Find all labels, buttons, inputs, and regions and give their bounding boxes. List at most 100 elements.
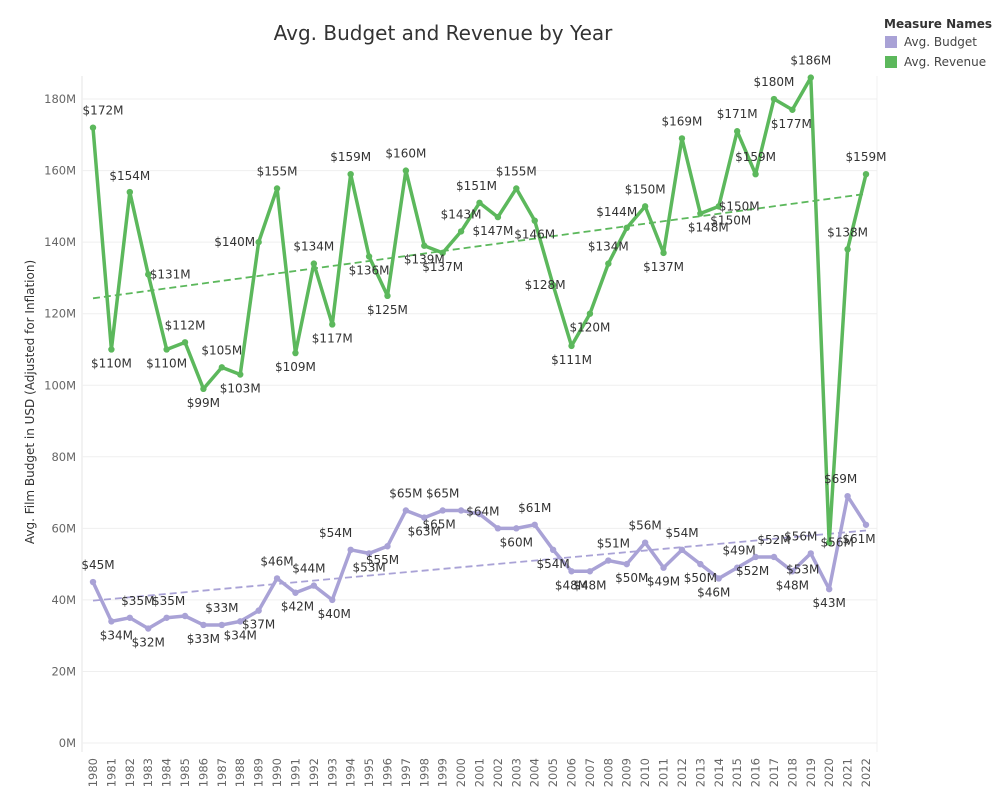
x-tick-label: 2006 (565, 758, 579, 787)
x-tick-label: 1987 (215, 758, 229, 787)
y-tick-label: 160M (44, 164, 76, 178)
y-tick-label: 20M (51, 664, 76, 678)
data-point-revenue (660, 249, 667, 257)
data-label-budget: $49M (723, 544, 756, 558)
data-label-revenue: $117M (312, 331, 353, 345)
data-point-budget (421, 514, 428, 521)
x-tick-label: 1986 (196, 758, 210, 787)
data-point-revenue (292, 349, 299, 357)
data-label-revenue: $109M (275, 360, 316, 374)
x-tick-label: 1996 (380, 758, 394, 787)
data-label-budget: $54M (319, 526, 352, 540)
data-point-budget (697, 560, 704, 568)
x-tick-label: 2002 (491, 758, 505, 787)
data-label-revenue: $137M (422, 260, 463, 274)
data-label-budget: $42M (281, 600, 314, 614)
data-label-revenue: $159M (735, 150, 776, 164)
data-label-budget: $49M (647, 575, 680, 589)
series-line-revenue (91, 75, 868, 545)
data-point-budget (273, 575, 281, 582)
legend-swatch-revenue (885, 56, 897, 68)
data-point-revenue (605, 260, 612, 267)
x-tick-label: 2012 (675, 758, 689, 787)
data-label-revenue: $186M (790, 54, 831, 68)
data-label-revenue: $99M (187, 396, 220, 410)
data-point-budget (660, 564, 667, 571)
data-point-budget (752, 553, 759, 561)
data-point-budget (439, 507, 446, 514)
data-label-revenue: $110M (146, 356, 187, 370)
data-label-budget: $34M (100, 628, 133, 642)
data-label-revenue: $150M (710, 213, 751, 227)
data-label-budget-extra: $56M (784, 530, 817, 544)
data-label-budget: $61M (842, 532, 875, 546)
data-point-budget (825, 585, 833, 593)
data-label-budget: $35M (121, 594, 154, 608)
data-label-budget: $46M (260, 554, 293, 568)
data-point-revenue (237, 371, 244, 378)
data-point-revenue (586, 310, 594, 317)
data-point-revenue (549, 281, 557, 289)
grid (81, 76, 878, 752)
data-point-budget (641, 539, 649, 546)
y-tick-label: 140M (44, 235, 76, 249)
data-point-budget (789, 568, 796, 575)
x-tick-label: 2003 (509, 758, 523, 787)
data-point-revenue (752, 170, 759, 178)
data-point-budget (586, 568, 594, 575)
data-label-revenue: $140M (214, 235, 255, 249)
data-point-revenue (108, 346, 115, 353)
data-label-revenue: $150M (625, 182, 666, 196)
data-point-budget (807, 550, 814, 557)
data-point-budget (494, 525, 502, 532)
data-point-revenue (623, 224, 630, 232)
data-point-revenue (770, 95, 778, 103)
data-point-revenue (181, 339, 189, 346)
data-point-revenue (513, 185, 520, 192)
y-axis-label: Avg. Film Budget in USD (Adjusted for In… (23, 260, 37, 544)
data-point-budget (678, 546, 686, 554)
data-point-revenue (365, 253, 373, 260)
data-point-revenue (531, 217, 538, 224)
data-point-budget (457, 507, 465, 514)
axes: 0M 20M 40M 60M 80M 100M 120M 140M 160M 180M 1980 19… (44, 92, 873, 787)
data-label-revenue: $56M (821, 536, 854, 550)
data-point-budget (237, 618, 244, 625)
data-label-revenue: $143M (441, 207, 482, 221)
data-point-revenue (457, 228, 465, 235)
data-point-budget (145, 625, 152, 632)
data-point-budget (862, 521, 870, 528)
data-label-budget: $45M (81, 558, 114, 572)
data-label-revenue: $159M (330, 150, 371, 164)
data-point-revenue (789, 106, 796, 113)
trend-line-budget (92, 529, 867, 602)
data-label-revenue: $112M (165, 318, 206, 332)
data-label-revenue: $120M (569, 321, 610, 335)
x-tick-label: 1993 (325, 758, 339, 787)
data-label-budget: $52M (757, 533, 790, 547)
data-point-revenue (145, 271, 152, 278)
data-point-budget (329, 596, 336, 604)
y-tick-label: 180M (44, 92, 76, 106)
x-tick-label: 2021 (841, 758, 855, 787)
data-label-budget: $48M (776, 578, 809, 592)
x-tick-label: 2011 (657, 758, 671, 787)
data-point-budget (200, 621, 207, 629)
data-label-revenue: $139M (404, 253, 445, 267)
trend-line-revenue (92, 192, 867, 300)
data-label-budget: $61M (518, 501, 551, 515)
data-label-revenue: $159M (846, 150, 887, 164)
x-tick-label: 1998 (417, 758, 431, 787)
data-label-revenue: $146M (514, 228, 555, 242)
data-point-budget (218, 621, 226, 629)
x-tick-label: 2014 (712, 758, 726, 787)
data-label-revenue: $172M (83, 104, 124, 118)
x-tick-label: 2015 (730, 758, 744, 787)
data-point-revenue (568, 342, 575, 350)
data-label-budget: $40M (318, 607, 351, 621)
data-point-budget (513, 525, 520, 532)
data-point-budget (163, 614, 170, 621)
data-label-revenue: $134M (588, 240, 629, 254)
y-tick-label: 60M (51, 521, 76, 535)
